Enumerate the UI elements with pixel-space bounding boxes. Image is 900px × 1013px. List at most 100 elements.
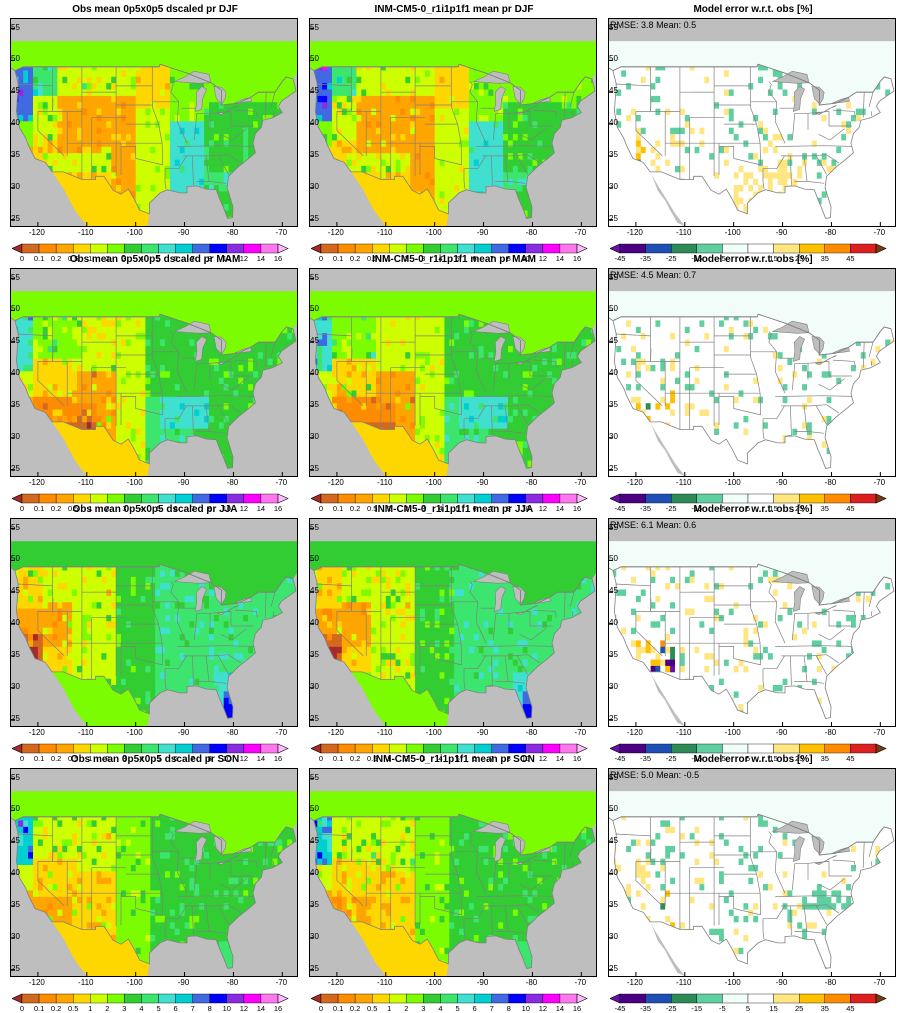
colorbar-swatch bbox=[509, 994, 526, 1003]
map-frame bbox=[10, 518, 298, 727]
lat-tick-label: 40 bbox=[609, 618, 618, 627]
lat-tick-label: 35 bbox=[11, 650, 20, 659]
lat-tick-label: 40 bbox=[310, 118, 319, 127]
lat-tick-label: 50 bbox=[11, 304, 20, 313]
lat-tick-label: 40 bbox=[609, 868, 618, 877]
lat-tick-label: 35 bbox=[310, 900, 319, 909]
lat-tick-label: 50 bbox=[609, 54, 618, 63]
lon-tick-label: -70 bbox=[276, 978, 288, 987]
colorbar bbox=[610, 993, 894, 1004]
lon-tick-label: -90 bbox=[477, 978, 489, 987]
lat-tick-label: 55 bbox=[11, 773, 20, 782]
colorbar-swatch bbox=[774, 994, 800, 1003]
error-stats: RMSE: 6.1 Mean: 0.6 bbox=[610, 520, 696, 530]
colorbar-swatch bbox=[406, 994, 423, 1003]
panel-title: Model error w.r.t. obs [%] bbox=[608, 254, 898, 265]
lon-tick-label: -100 bbox=[127, 228, 143, 237]
lon-tick-label: -90 bbox=[477, 728, 489, 737]
colorbar-label: 12 bbox=[539, 1004, 547, 1013]
lon-tick-label: -90 bbox=[477, 478, 489, 487]
colorbar-swatch bbox=[56, 994, 73, 1003]
lon-tick-label: -70 bbox=[874, 478, 886, 487]
colorbar-swatch bbox=[338, 994, 355, 1003]
colorbar-swatch bbox=[799, 994, 825, 1003]
colorbar-swatch bbox=[543, 994, 560, 1003]
lat-tick-label: 30 bbox=[11, 932, 20, 941]
lon-tick-label: -100 bbox=[127, 728, 143, 737]
colorbar-swatch bbox=[526, 994, 543, 1003]
lat-tick-label: 55 bbox=[310, 23, 319, 32]
map-canvas bbox=[310, 19, 596, 226]
colorbar-swatch bbox=[825, 994, 851, 1003]
lon-tick-label: -80 bbox=[227, 978, 239, 987]
colorbar-label: -25 bbox=[666, 1004, 677, 1013]
colorbar bbox=[12, 993, 296, 1004]
colorbar-swatch bbox=[423, 994, 440, 1003]
colorbar-swatch bbox=[73, 994, 90, 1003]
map-frame bbox=[309, 768, 597, 977]
colorbar-swatch bbox=[458, 994, 475, 1003]
lon-tick-label: -120 bbox=[627, 728, 643, 737]
colorbar-label: 5 bbox=[455, 1004, 459, 1013]
stat-rmse: 6.1 bbox=[641, 520, 654, 530]
lat-tick-label: 25 bbox=[11, 464, 20, 473]
lon-tick-label: -110 bbox=[676, 728, 691, 737]
lat-tick-label: 40 bbox=[310, 368, 319, 377]
map-frame bbox=[608, 18, 896, 227]
lon-tick-label: -100 bbox=[426, 978, 442, 987]
lat-tick-label: 40 bbox=[11, 868, 20, 877]
colorbar-label: 5 bbox=[156, 1004, 160, 1013]
lat-tick-label: 45 bbox=[609, 836, 618, 845]
map-canvas bbox=[609, 269, 895, 476]
colorbar-label: 1 bbox=[387, 1004, 391, 1013]
stat-mean-label: Mean: bbox=[656, 270, 681, 280]
lat-tick-label: 50 bbox=[310, 804, 319, 813]
lon-tick-label: -70 bbox=[874, 228, 886, 237]
stat-mean-label: Mean: bbox=[656, 20, 681, 30]
lon-tick-label: -90 bbox=[178, 978, 190, 987]
panel-title: Obs mean 0p5x0p5 dscaled pr JJA bbox=[10, 504, 300, 515]
colorbar-high-extension bbox=[876, 994, 886, 1003]
colorbar-swatch bbox=[90, 994, 107, 1003]
colorbar-swatch bbox=[124, 994, 141, 1003]
colorbar-label: 0.1 bbox=[333, 1004, 343, 1013]
lon-tick-label: -110 bbox=[676, 978, 691, 987]
lat-tick-label: 35 bbox=[11, 400, 20, 409]
panel-title: INM-CM5-0_r1i1p1f1 mean pr MAM bbox=[309, 254, 599, 265]
lon-tick-label: -120 bbox=[627, 478, 643, 487]
map-canvas bbox=[11, 19, 297, 226]
map-canvas bbox=[609, 769, 895, 976]
colorbar-label: 2 bbox=[105, 1004, 109, 1013]
lon-tick-label: -70 bbox=[276, 228, 288, 237]
lat-tick-label: 25 bbox=[310, 964, 319, 973]
lat-tick-label: 25 bbox=[609, 214, 618, 223]
lon-tick-label: -120 bbox=[328, 478, 344, 487]
lon-tick-label: -80 bbox=[227, 478, 239, 487]
lon-tick-label: -80 bbox=[825, 478, 837, 487]
colorbar-swatch bbox=[492, 994, 509, 1003]
lat-tick-label: 30 bbox=[609, 932, 618, 941]
colorbar-low-extension bbox=[311, 994, 321, 1003]
lat-tick-label: 30 bbox=[609, 432, 618, 441]
lat-tick-label: 25 bbox=[609, 464, 618, 473]
colorbar-high-extension bbox=[278, 994, 288, 1003]
lon-tick-label: -80 bbox=[825, 728, 837, 737]
lon-tick-label: -100 bbox=[725, 728, 741, 737]
colorbar-swatch bbox=[22, 994, 39, 1003]
lat-tick-label: 45 bbox=[310, 836, 319, 845]
colorbar-label: -5 bbox=[719, 1004, 726, 1013]
stat-mean: 0.7 bbox=[684, 270, 697, 280]
lon-tick-label: -100 bbox=[127, 978, 143, 987]
lon-tick-label: -90 bbox=[776, 478, 788, 487]
map-canvas bbox=[11, 269, 297, 476]
lon-tick-label: -110 bbox=[78, 978, 93, 987]
lon-tick-label: -100 bbox=[426, 478, 442, 487]
colorbar-label: 0.2 bbox=[51, 1004, 61, 1013]
lat-tick-label: 30 bbox=[609, 182, 618, 191]
colorbar-label: 0.1 bbox=[34, 1004, 44, 1013]
lon-tick-label: -110 bbox=[676, 478, 691, 487]
lat-tick-label: 35 bbox=[609, 900, 618, 909]
lon-tick-label: -90 bbox=[776, 228, 788, 237]
lon-tick-label: -90 bbox=[178, 478, 190, 487]
